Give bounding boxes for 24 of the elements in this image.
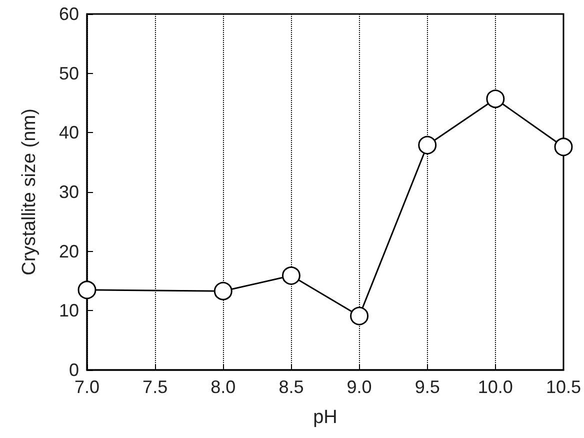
x-tick-label: 8.0 — [210, 377, 236, 397]
point — [282, 266, 300, 285]
y-tick-label: 0 — [68, 360, 79, 380]
y-tick-label: 10 — [58, 300, 79, 321]
point — [486, 90, 505, 108]
y-axis-title: Crystallite size (nm) — [19, 108, 40, 276]
point — [78, 280, 96, 300]
x-tick-label: 10.5 — [546, 377, 582, 397]
x-tick-label: 9.0 — [346, 377, 372, 397]
x-tick-label: 10.0 — [478, 377, 513, 397]
point — [214, 282, 232, 300]
x-tick-label: 7.5 — [142, 377, 168, 397]
x-tick-label: 9.5 — [414, 377, 440, 397]
y-tick-label: 50 — [58, 63, 79, 84]
point — [350, 306, 369, 326]
y-tick-label: 30 — [58, 182, 79, 202]
y-tick-label: 60 — [58, 4, 79, 24]
y-tick-label: 20 — [58, 241, 79, 262]
y-tick-label: 40 — [58, 122, 79, 143]
point — [554, 138, 573, 156]
x-tick-label: 7.0 — [74, 377, 100, 397]
x-tick-label: 8.5 — [278, 377, 304, 397]
point — [418, 136, 437, 154]
x-axis-title: pH — [313, 407, 338, 428]
